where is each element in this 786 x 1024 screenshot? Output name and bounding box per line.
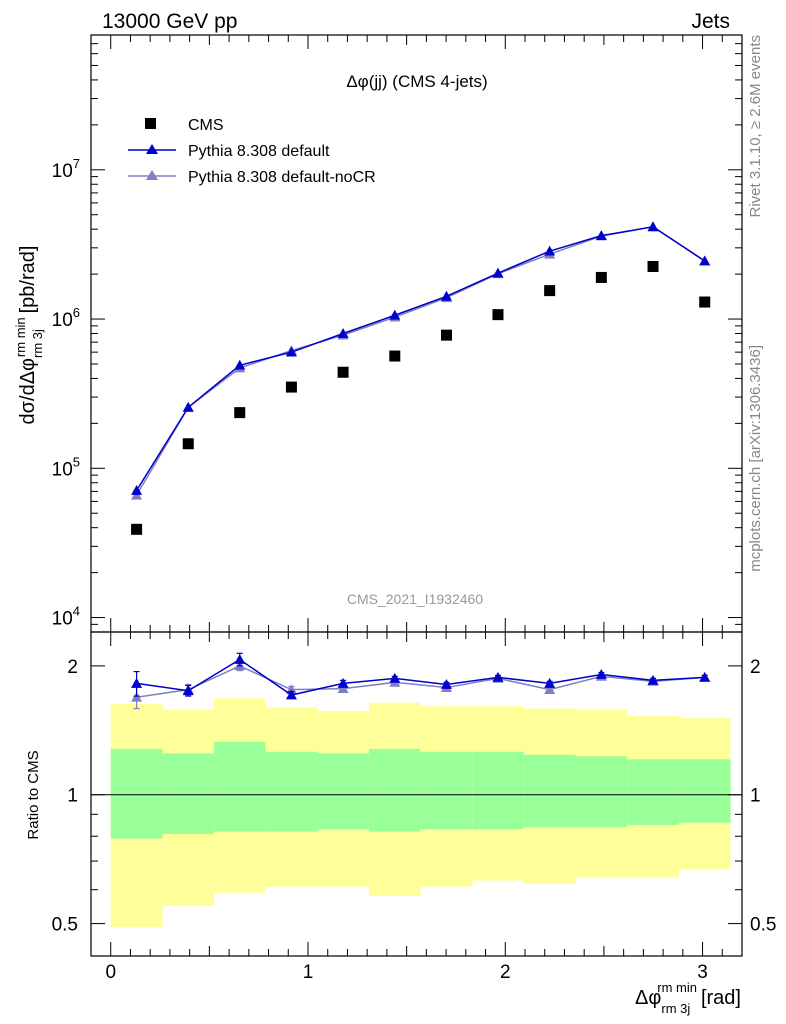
green-band-bin: [472, 751, 524, 830]
legend-label-cms: CMS: [188, 117, 224, 134]
green-band-bin: [627, 759, 679, 825]
legend-marker-nocr: [146, 170, 158, 180]
ratio-y-tick-label-right: 1: [750, 786, 761, 807]
ratio-series-point: [544, 684, 556, 695]
x-tick-label: 3: [697, 962, 708, 983]
main-series-line: [135, 226, 706, 496]
cms-data-point: [647, 260, 659, 272]
cms-data-point: [492, 309, 504, 321]
cms-data-point: [234, 407, 246, 419]
main-y-tick-label: 104: [52, 604, 80, 630]
main-series-line: [135, 226, 706, 491]
green-band-bin: [368, 748, 421, 832]
main-series-point: [440, 290, 452, 301]
main-series-point: [595, 230, 607, 241]
ratio-series-point: [492, 671, 504, 682]
main-y-tick-label: 107: [52, 156, 80, 182]
header-left: 13000 GeV pp: [102, 10, 237, 33]
main-series-point: [699, 255, 711, 266]
main-series-point: [337, 328, 349, 338]
legend-label-default: Pythia 8.308 default: [188, 143, 330, 160]
green-band-bin: [678, 759, 731, 823]
analysis-watermark: CMS_2021_I1932460: [347, 591, 483, 607]
ratio-panel: [90, 631, 743, 957]
ratio-y-tick-label-left: 2: [67, 657, 78, 678]
main-ylabel: dσ/dΔφrm 3jrm min[pb/rad]: [13, 246, 45, 425]
ratio-ylabel: Ratio to CMS: [25, 750, 42, 839]
legend-marker-cms: [145, 118, 156, 129]
svg-text:Δφrm 3jrm min[rad]: Δφrm 3jrm min [rad]: [635, 980, 741, 1016]
ratio-series-point: [182, 685, 194, 696]
green-band-bin: [162, 753, 215, 834]
ratio-series-point: [699, 671, 711, 682]
cms-data-point: [595, 271, 607, 283]
legend-marker-default: [146, 144, 158, 154]
ratio-series-point: [389, 672, 401, 683]
main-title: Δφ(jj) (CMS 4-jets): [346, 72, 487, 91]
ratio-series-point: [234, 653, 246, 664]
header-right: Jets: [691, 10, 730, 33]
main-series-point: [544, 245, 556, 256]
green-band-bin: [265, 751, 318, 832]
cms-data-point: [285, 381, 297, 393]
ratio-series-point: [285, 689, 297, 700]
ratio-plot-frame: [90, 631, 743, 957]
main-y-tick-label: 105: [52, 454, 80, 480]
main-series-point: [131, 484, 143, 495]
ratio-series-point: [595, 668, 607, 679]
x-tick-label: 0: [105, 962, 116, 983]
ratio-series-point: [544, 677, 556, 688]
cms-data-point: [182, 438, 194, 450]
ratio-series-line: [136, 665, 705, 698]
ratio-series-point: [440, 678, 452, 689]
main-series-point: [285, 346, 297, 357]
ratio-series-point: [337, 677, 349, 688]
cms-data-point: [389, 350, 401, 362]
svg-text:dσ/dΔφrm 3jrm min[pb/rad]: dσ/dΔφrm 3jrm min[pb/rad]: [13, 246, 45, 425]
cms-data-point: [699, 296, 711, 308]
x-tick-label: 2: [500, 962, 511, 983]
cms-data-point: [131, 523, 143, 535]
mcplots-label: mcplots.cern.ch [arXiv:1306.3436]: [747, 345, 764, 572]
chart-marks: [131, 221, 711, 710]
main-series-point: [492, 267, 504, 278]
x-axis-label: Δφrm 3jrm min [rad]: [635, 980, 741, 1016]
main-series-point: [647, 221, 659, 232]
ratio-y-tick-label-left: 1: [67, 786, 78, 807]
ratio-y-tick-label-right: 2: [750, 657, 761, 678]
green-band-bin: [317, 753, 369, 830]
green-band-bin: [420, 751, 473, 830]
cms-data-point: [544, 285, 556, 297]
cms-data-point: [337, 366, 349, 378]
ratio-y-tick-label-right: 0.5: [750, 915, 776, 936]
legend-label-nocr: Pythia 8.308 default-noCR: [188, 169, 376, 186]
main-series-point: [389, 309, 401, 320]
rivet-label: Rivet 3.1.10, ≥ 2.6M events: [747, 35, 764, 218]
green-band-bin: [214, 741, 266, 832]
main-series-point: [182, 401, 194, 412]
uncertainty-bands: [91, 698, 742, 928]
main-series-point: [234, 359, 246, 370]
ratio-series-point: [131, 677, 143, 688]
ratio-y-tick-label-left: 0.5: [52, 915, 78, 936]
axes: 104 105 106 107 0 1 2 3 0.5 0.5 1 1 2 2: [52, 34, 776, 983]
x-tick-label: 1: [303, 962, 314, 983]
green-band-bin: [575, 756, 628, 828]
ratio-series-point: [337, 683, 349, 694]
cms-data-point: [440, 329, 452, 341]
ratio-series-line: [136, 658, 705, 696]
green-band-bin: [523, 754, 576, 828]
main-y-tick-label: 106: [52, 305, 80, 331]
green-band-bin: [110, 748, 163, 839]
ratio-series-point: [647, 674, 659, 685]
legend: CMS Pythia 8.308 default Pythia 8.308 de…: [128, 117, 376, 186]
